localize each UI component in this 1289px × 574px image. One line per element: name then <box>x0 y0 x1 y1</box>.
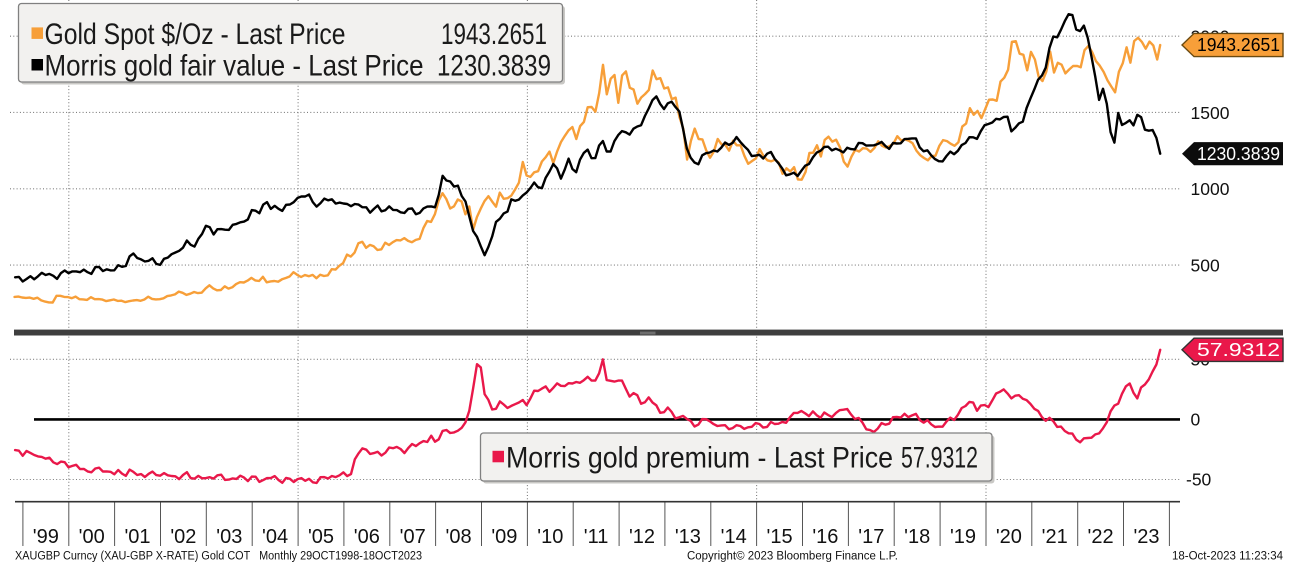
svg-text:'09: '09 <box>491 526 517 548</box>
svg-text:XAUGBP Curncy (XAU-GBP X-RATE): XAUGBP Curncy (XAU-GBP X-RATE) Gold COT … <box>15 551 422 563</box>
svg-text:'21: '21 <box>1042 526 1068 548</box>
svg-text:'03: '03 <box>216 526 242 548</box>
svg-text:Copyright© 2023 Bloomberg Fina: Copyright© 2023 Bloomberg Finance L.P. <box>687 551 898 563</box>
svg-text:57.9312: 57.9312 <box>901 441 978 474</box>
svg-text:18-Oct-2023 11:23:34: 18-Oct-2023 11:23:34 <box>1172 551 1284 563</box>
svg-text:1230.3839: 1230.3839 <box>437 49 551 82</box>
svg-text:'04: '04 <box>262 526 288 548</box>
svg-text:'11: '11 <box>584 526 609 548</box>
svg-text:'14: '14 <box>721 526 747 548</box>
svg-text:1500: 1500 <box>1191 103 1230 123</box>
svg-text:'13: '13 <box>675 526 701 548</box>
svg-text:'01: '01 <box>124 526 150 548</box>
svg-text:'19: '19 <box>950 526 976 548</box>
svg-text:'08: '08 <box>446 526 472 548</box>
svg-text:'16: '16 <box>812 526 838 548</box>
svg-text:'15: '15 <box>767 526 793 548</box>
svg-text:'05: '05 <box>308 526 334 548</box>
svg-text:57.9312: 57.9312 <box>1197 340 1280 360</box>
svg-text:'06: '06 <box>354 526 380 548</box>
svg-text:'02: '02 <box>170 526 196 548</box>
svg-text:Gold Spot $/Oz - Last Price: Gold Spot $/Oz - Last Price <box>45 18 346 51</box>
svg-text:Morris gold premium - Last Pri: Morris gold premium - Last Price <box>506 441 893 474</box>
svg-text:'23: '23 <box>1133 526 1159 548</box>
svg-text:'12: '12 <box>629 526 655 548</box>
svg-text:'18: '18 <box>904 526 930 548</box>
svg-text:'99: '99 <box>33 526 59 548</box>
svg-text:500: 500 <box>1191 255 1220 275</box>
svg-text:'17: '17 <box>858 526 884 548</box>
svg-text:'00: '00 <box>79 526 105 548</box>
svg-text:1000: 1000 <box>1191 179 1230 199</box>
svg-text:'20: '20 <box>996 526 1022 548</box>
svg-text:-50: -50 <box>1186 470 1212 490</box>
svg-text:0: 0 <box>1191 410 1201 430</box>
svg-text:'10: '10 <box>537 526 563 548</box>
svg-text:'07: '07 <box>400 526 426 548</box>
svg-text:'22: '22 <box>1088 526 1114 548</box>
svg-text:1943.2651: 1943.2651 <box>441 18 547 51</box>
svg-text:Morris gold fair value - Last: Morris gold fair value - Last Price <box>45 49 424 82</box>
svg-text:1943.2651: 1943.2651 <box>1197 35 1280 55</box>
svg-text:1230.3839: 1230.3839 <box>1197 144 1280 164</box>
